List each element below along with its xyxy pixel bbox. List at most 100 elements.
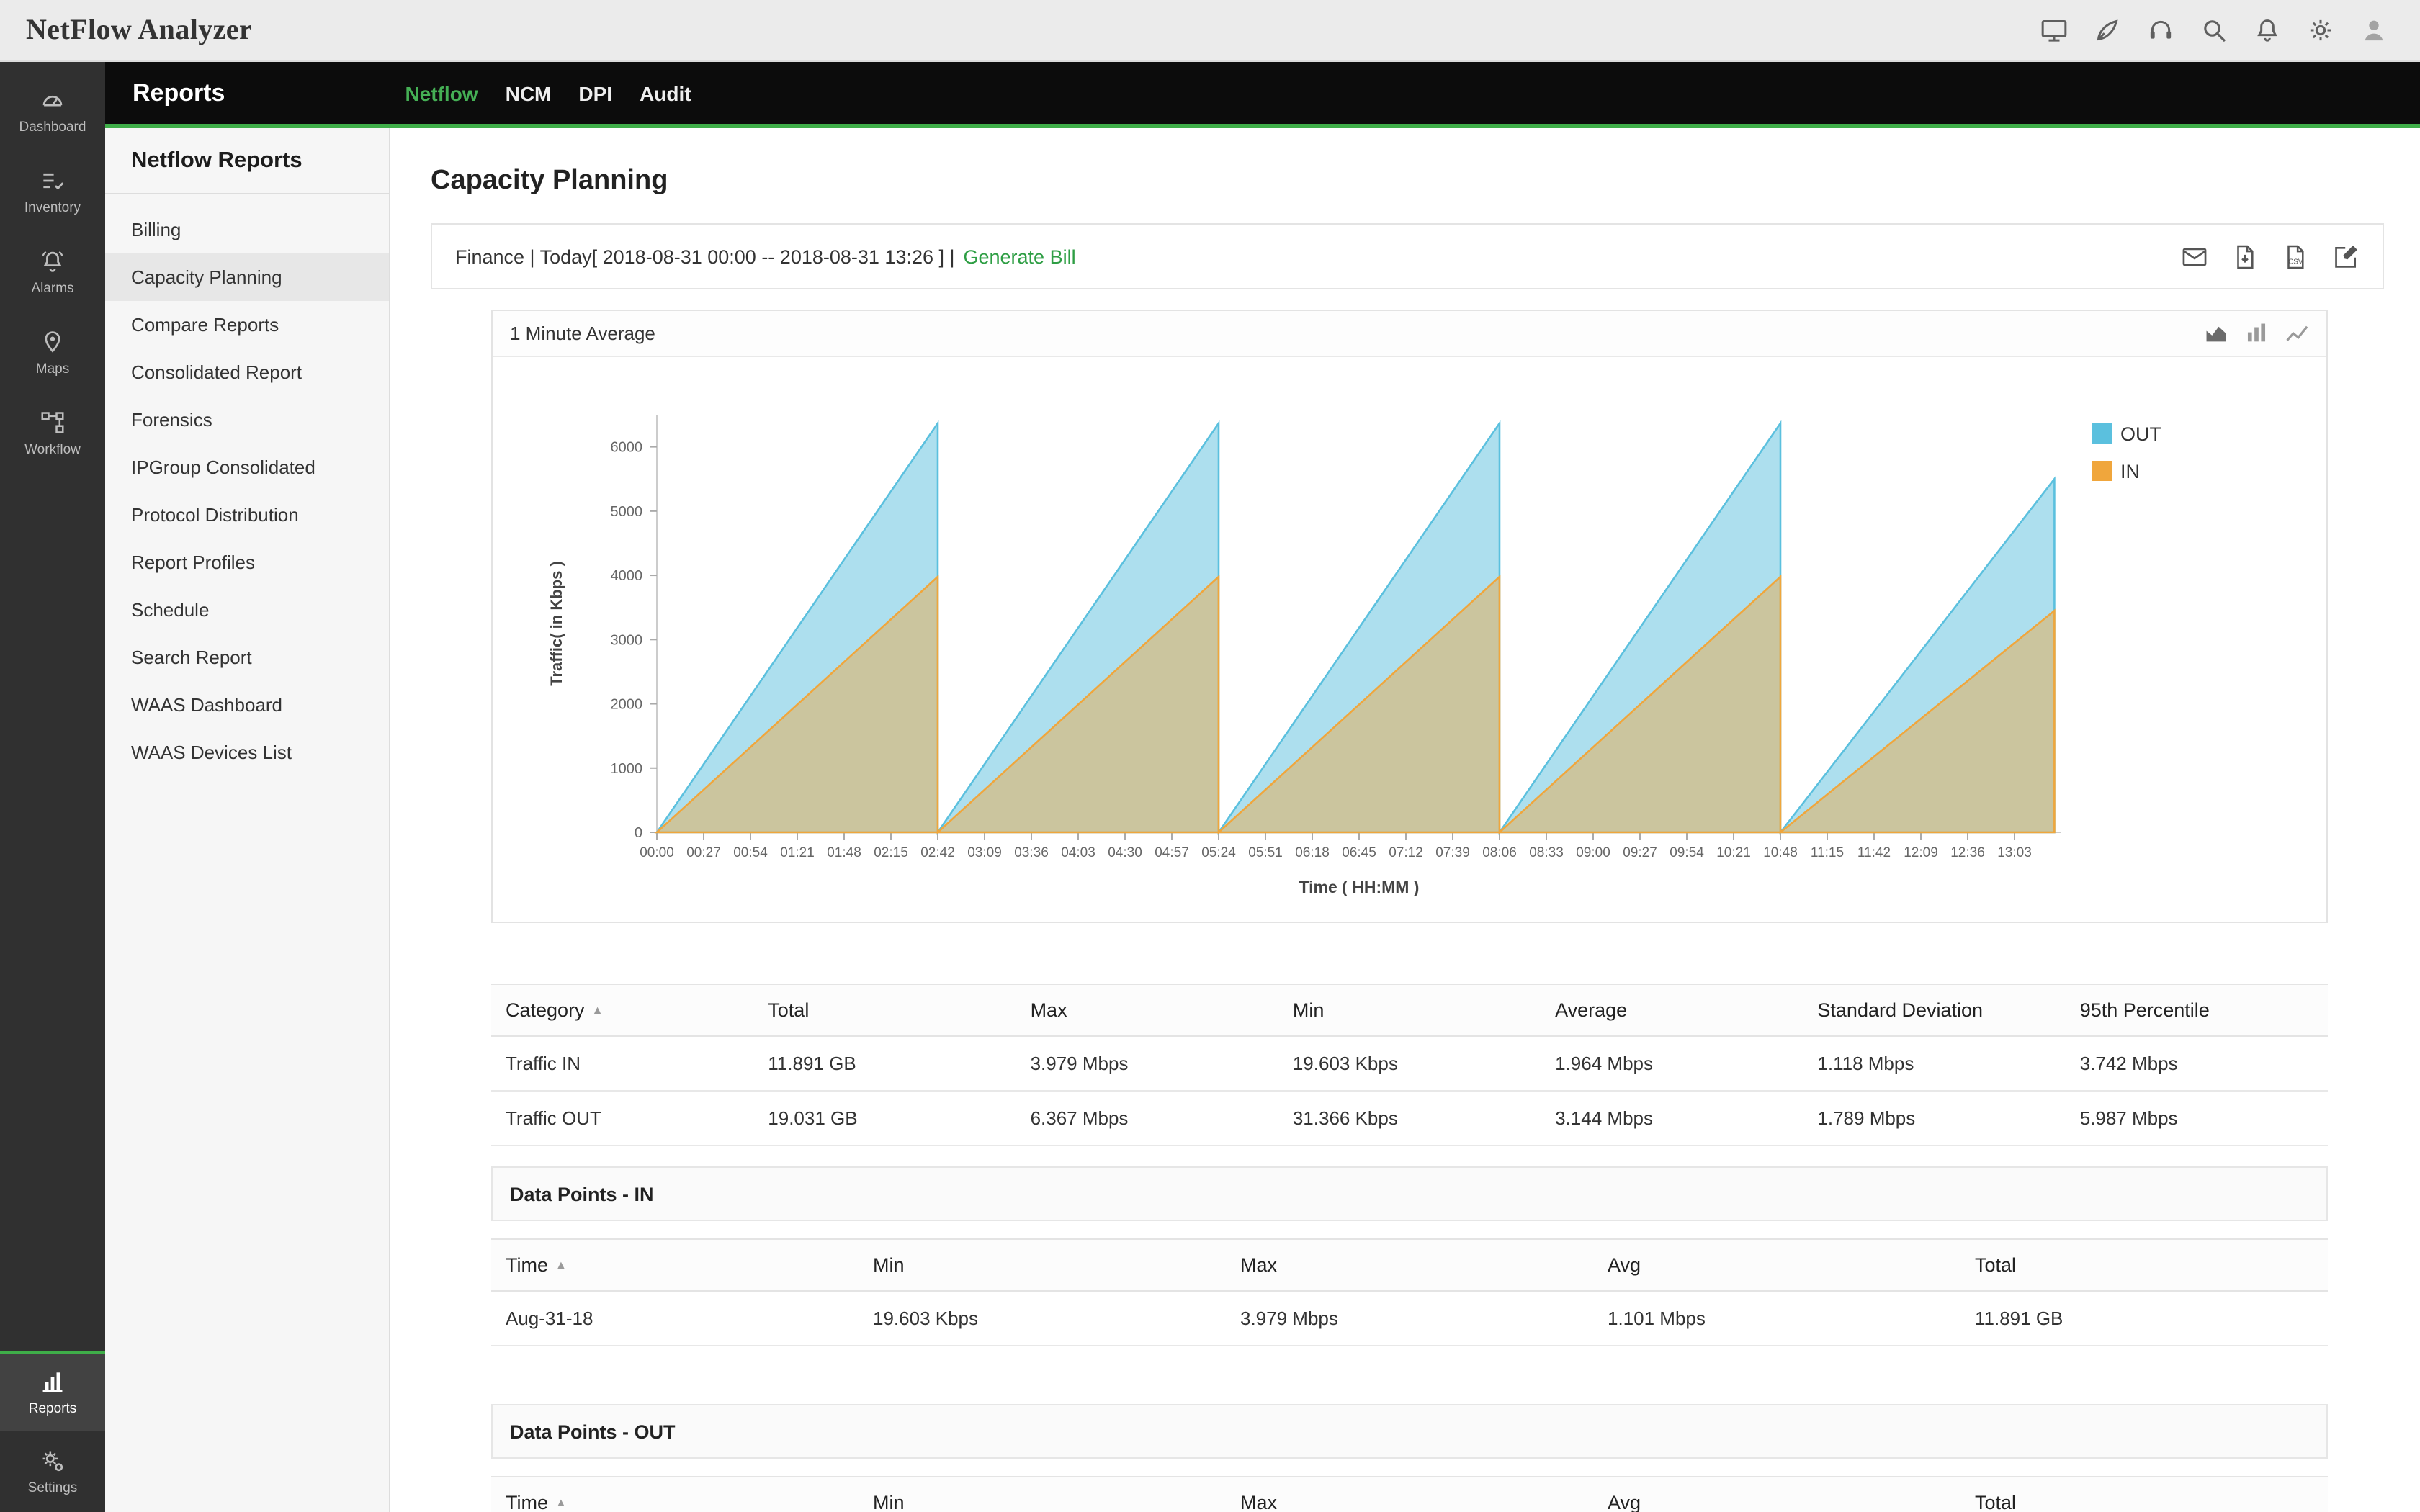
sidebar-item-alarms[interactable]: Alarms xyxy=(0,232,105,312)
svg-text:11:15: 11:15 xyxy=(1810,845,1843,860)
sort-asc-icon: ▲ xyxy=(591,1004,604,1017)
svg-text:1000: 1000 xyxy=(610,761,642,777)
dp-out-col-avg[interactable]: Avg xyxy=(1593,1476,1960,1512)
sidebar-item-workflow[interactable]: Workflow xyxy=(0,393,105,474)
legend-swatch-out[interactable] xyxy=(2091,423,2111,444)
generate-bill-link[interactable]: Generate Bill xyxy=(963,246,1076,267)
alarms-icon xyxy=(39,248,66,275)
dp-out-col-total[interactable]: Total xyxy=(1960,1476,2328,1512)
report-nav-schedule[interactable]: Schedule xyxy=(131,599,210,621)
area-chart-icon[interactable] xyxy=(2204,321,2228,346)
summary-col-min[interactable]: Min xyxy=(1278,984,1541,1037)
series-in xyxy=(653,575,2055,834)
report-nav-compare-reports[interactable]: Compare Reports xyxy=(131,314,279,336)
summary-col-standard-deviation[interactable]: Standard Deviation xyxy=(1803,984,2066,1037)
netflow-reports-items: Billing Capacity Planning Compare Reports C… xyxy=(105,194,389,776)
sidebar-top-items: Dashboard Inventory Alarms Maps Workflow xyxy=(0,71,105,474)
csv-export-icon[interactable]: CSV xyxy=(2282,243,2309,270)
svg-text:07:39: 07:39 xyxy=(1435,845,1469,860)
legend-swatch-in[interactable] xyxy=(2091,461,2111,481)
edit-icon[interactable] xyxy=(2332,243,2360,270)
tab-dpi[interactable]: DPI xyxy=(578,81,613,104)
datapoints-out-header: Data Points - OUT xyxy=(491,1404,2328,1459)
email-icon[interactable] xyxy=(2181,243,2208,270)
tab-audit[interactable]: Audit xyxy=(640,81,691,104)
sidebar-item-dashboard[interactable]: Dashboard xyxy=(0,71,105,151)
report-nav-waas-devices-list[interactable]: WAAS Devices List xyxy=(131,742,292,763)
legend-label-in[interactable]: IN xyxy=(2120,461,2139,482)
sidebar-item-maps[interactable]: Maps xyxy=(0,312,105,393)
dp-in-header-row: Time ▲ Min Max Avg Total xyxy=(491,1238,2328,1292)
summary-col-max[interactable]: Max xyxy=(1016,984,1278,1037)
chart-title: 1 Minute Average xyxy=(510,323,655,344)
summary-col-average[interactable]: Average xyxy=(1541,984,1803,1037)
svg-text:02:42: 02:42 xyxy=(920,845,954,860)
dp-in-col-min[interactable]: Min xyxy=(859,1238,1226,1292)
svg-text:6000: 6000 xyxy=(610,440,642,456)
tab-netflow[interactable]: Netflow xyxy=(405,81,478,104)
report-nav-forensics[interactable]: Forensics xyxy=(131,409,212,431)
svg-text:02:15: 02:15 xyxy=(873,845,908,860)
svg-text:04:30: 04:30 xyxy=(1107,845,1142,860)
settings-gear-icon[interactable] xyxy=(2306,16,2335,45)
page-title: Capacity Planning xyxy=(431,166,668,196)
pdf-export-icon[interactable] xyxy=(2231,243,2259,270)
summary-col-category[interactable]: Category ▲ xyxy=(491,984,754,1037)
column-chart-icon[interactable] xyxy=(2244,321,2269,346)
cast-screen-icon[interactable] xyxy=(2040,16,2069,45)
getting-started-icon[interactable] xyxy=(2093,16,2122,45)
svg-text:09:27: 09:27 xyxy=(1622,845,1657,860)
sidebar-item-inventory[interactable]: Inventory xyxy=(0,151,105,232)
report-nav-protocol-distribution[interactable]: Protocol Distribution xyxy=(131,504,299,526)
dp-in-col-avg[interactable]: Avg xyxy=(1593,1238,1960,1292)
report-nav-consolidated-report[interactable]: Consolidated Report xyxy=(131,361,302,383)
svg-text:13:03: 13:03 xyxy=(1996,845,2031,860)
sidebar-item-settings[interactable]: Settings xyxy=(0,1431,105,1512)
report-nav-waas-dashboard[interactable]: WAAS Dashboard xyxy=(131,694,283,716)
tab-ncm[interactable]: NCM xyxy=(505,81,552,104)
dp-out-col-min[interactable]: Min xyxy=(859,1476,1226,1512)
legend-label-out[interactable]: OUT xyxy=(2120,423,2161,445)
dp-out-col-max[interactable]: Max xyxy=(1226,1476,1593,1512)
user-profile-icon[interactable] xyxy=(2360,16,2388,45)
x-axis-label: Time ( HH:MM ) xyxy=(1299,878,1419,896)
dp-in-col-total[interactable]: Total xyxy=(1960,1238,2328,1292)
svg-text:01:48: 01:48 xyxy=(826,845,861,860)
support-icon[interactable] xyxy=(2146,16,2175,45)
sort-asc-icon: ▲ xyxy=(555,1496,567,1509)
svg-text:04:57: 04:57 xyxy=(1154,845,1188,860)
line-chart-icon[interactable] xyxy=(2285,321,2309,346)
dp-in-col-time[interactable]: Time ▲ xyxy=(491,1238,859,1292)
svg-text:3000: 3000 xyxy=(610,632,642,648)
svg-text:00:54: 00:54 xyxy=(732,845,767,860)
report-nav-capacity-planning[interactable]: Capacity Planning xyxy=(105,253,389,301)
report-filter-bar: Finance | Today[ 2018-08-31 00:00 -- 201… xyxy=(431,223,2384,289)
report-nav-billing[interactable]: Billing xyxy=(131,219,182,240)
svg-text:09:54: 09:54 xyxy=(1669,845,1703,860)
sidebar-item-label: Dashboard xyxy=(19,120,86,135)
svg-text:10:21: 10:21 xyxy=(1716,845,1750,860)
svg-text:01:21: 01:21 xyxy=(779,845,814,860)
dp-in-col-max[interactable]: Max xyxy=(1226,1238,1593,1292)
summary-col-95th-percentile[interactable]: 95th Percentile xyxy=(2065,984,2328,1037)
netflow-reports-sidebar: Netflow Reports Billing Capacity Planning… xyxy=(105,128,390,1512)
report-nav-report-profiles[interactable]: Report Profiles xyxy=(131,552,255,573)
report-nav-search-report[interactable]: Search Report xyxy=(131,647,252,668)
topbar: NetFlow Analyzer xyxy=(0,0,2420,62)
dp-out-col-time[interactable]: Time ▲ xyxy=(491,1476,859,1512)
sidebar-item-reports[interactable]: Reports xyxy=(0,1351,105,1431)
svg-text:00:00: 00:00 xyxy=(639,845,673,860)
chart-panel-header: 1 Minute Average xyxy=(493,311,2326,357)
main-content: Capacity Planning Finance | Today[ 2018-… xyxy=(390,128,2420,1512)
report-nav-ipgroup-consolidated[interactable]: IPGroup Consolidated xyxy=(131,456,315,478)
svg-text:2000: 2000 xyxy=(610,697,642,713)
svg-text:0: 0 xyxy=(634,825,642,841)
svg-text:4000: 4000 xyxy=(610,568,642,584)
notifications-icon[interactable] xyxy=(2253,16,2282,45)
summary-col-total[interactable]: Total xyxy=(753,984,1016,1037)
sidebar-item-label: Workflow xyxy=(24,442,81,458)
datapoints-in-table: Time ▲ Min Max Avg Total Aug-31-18 19.603 Kbps 3… xyxy=(491,1238,2328,1346)
svg-text:06:45: 06:45 xyxy=(1341,845,1376,860)
search-icon[interactable] xyxy=(2200,16,2228,45)
